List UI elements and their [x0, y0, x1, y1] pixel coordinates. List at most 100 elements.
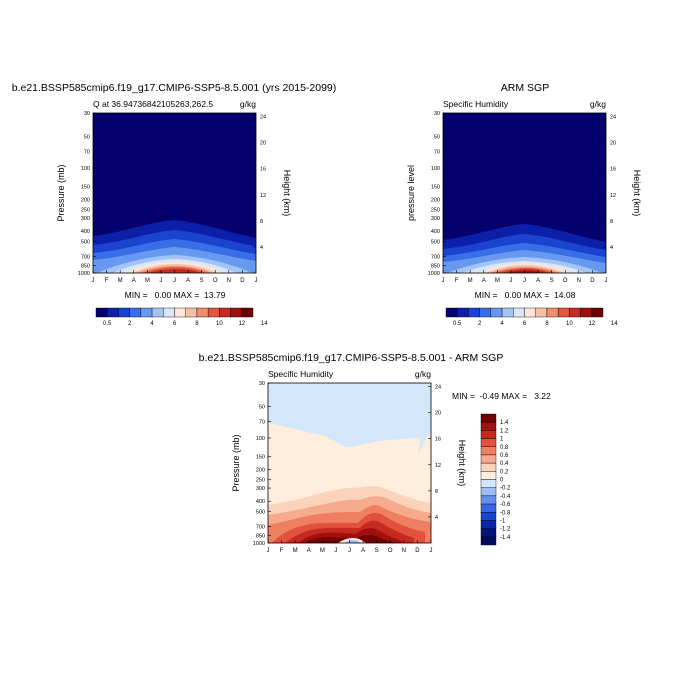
- x-tick-label: F: [105, 278, 109, 284]
- height-tick-label: 16: [610, 167, 616, 173]
- colorbar-swatch: [546, 307, 559, 318]
- x-tick-label: D: [590, 278, 595, 284]
- colorbar-swatch: [480, 528, 497, 538]
- x-tick-label: J: [348, 548, 351, 554]
- colorbar-swatch: [480, 462, 497, 472]
- x-tick-label: J: [430, 548, 433, 554]
- x-tick-label: J: [605, 278, 608, 284]
- y-tick-label: 150: [81, 184, 90, 190]
- x-tick-label: M: [320, 548, 325, 554]
- y-tick-label: 50: [84, 134, 90, 140]
- colorbar-label: 1.2: [500, 428, 509, 434]
- x-tick-label: J: [334, 548, 337, 554]
- y-tick-label: 200: [256, 468, 265, 474]
- x-tick-label: A: [307, 548, 311, 554]
- x-tick-label: J: [267, 548, 270, 554]
- panel-arm-sgp-minmax: MIN = 0.00 MAX = 14.08: [475, 290, 576, 300]
- colorbar-label: 0.5: [453, 321, 462, 327]
- height-tick-label: 16: [435, 437, 441, 443]
- y-tick-label: 300: [81, 216, 90, 222]
- y-tick-label: 700: [431, 255, 440, 261]
- y-tick-label: 1000: [253, 541, 265, 547]
- colorbar-swatch: [490, 307, 503, 318]
- x-tick-label: J: [442, 278, 445, 284]
- height-tick-label: 24: [260, 115, 266, 121]
- y-tick-label: 50: [259, 404, 265, 410]
- height-tick-label: 4: [610, 245, 613, 251]
- colorbar-label: -0.4: [500, 494, 511, 500]
- colorbar-label: 2: [128, 321, 132, 327]
- colorbar-label: 4: [500, 321, 504, 327]
- x-tick-label: N: [227, 278, 231, 284]
- colorbar-swatch: [480, 479, 497, 488]
- x-tick-label: S: [375, 548, 379, 554]
- panel-model-colorbar: 0.5 2 4 6 8 10 12 14: [95, 307, 268, 327]
- colorbar-swatch: [580, 307, 592, 318]
- height-tick-label: 20: [610, 141, 616, 147]
- panel-difference-ylabel: Pressure (mb): [231, 434, 241, 491]
- height-tick-label: 20: [260, 141, 266, 147]
- height-tick-label: 8: [610, 219, 613, 225]
- y-tick-label: 30: [259, 381, 265, 387]
- colorbar-swatch: [557, 307, 570, 318]
- x-tick-label: J: [159, 278, 162, 284]
- panel-arm-sgp-subtitle: Specific Humidity: [443, 99, 509, 109]
- y-tick-label: 250: [256, 478, 265, 484]
- panel-arm-sgp: ARM SGP Specific Humidity g/kg J F M A M J J A S…: [406, 82, 642, 327]
- x-tick-label: M: [495, 278, 500, 284]
- x-tick-label: J: [92, 278, 95, 284]
- colorbar-swatch: [207, 307, 220, 318]
- height-tick-label: 8: [260, 219, 263, 225]
- colorbar-swatch: [219, 307, 231, 318]
- colorbar-swatch: [480, 503, 497, 513]
- colorbar-swatch: [480, 536, 497, 546]
- x-tick-label: N: [402, 548, 406, 554]
- colorbar-swatch: [480, 471, 497, 480]
- colorbar-swatch: [457, 307, 469, 318]
- y-tick-label: 500: [81, 239, 90, 245]
- colorbar-swatch: [535, 307, 548, 318]
- x-tick-label: O: [563, 278, 568, 284]
- height-tick-label: 12: [610, 193, 616, 199]
- colorbar-swatch: [480, 520, 497, 529]
- y-tick-label: 500: [256, 509, 265, 515]
- colorbar-label: 1: [500, 437, 504, 443]
- panel-model-axes: J F M A M J J A S O N D J 30 50 70 100 150 200 250 300 400 500…: [78, 111, 266, 284]
- colorbar-swatch: [480, 430, 497, 439]
- y-tick-label: 400: [431, 229, 440, 235]
- colorbar-swatch: [479, 307, 492, 318]
- panel-arm-sgp-units: g/kg: [590, 99, 606, 109]
- colorbar-swatch: [241, 307, 254, 318]
- contour-band: [344, 540, 361, 543]
- x-tick-label: J: [255, 278, 258, 284]
- colorbar-label: 10: [216, 321, 223, 327]
- y-tick-label: 30: [434, 111, 440, 117]
- colorbar-label: 6: [523, 321, 527, 327]
- x-tick-label: M: [118, 278, 123, 284]
- colorbar-swatch: [185, 307, 198, 318]
- colorbar-label: -0.8: [500, 510, 511, 516]
- colorbar-label: -1.2: [500, 527, 511, 533]
- colorbar-swatch: [230, 307, 242, 318]
- panel-model-ylabel-right: Height (km): [282, 170, 292, 217]
- x-tick-label: M: [293, 548, 298, 554]
- panel-difference-minmax: MIN = -0.49 MAX = 3.22: [452, 391, 551, 401]
- height-tick-label: 8: [435, 489, 438, 495]
- colorbar-swatch: [480, 438, 497, 447]
- panel-arm-sgp-title: ARM SGP: [501, 82, 549, 94]
- x-tick-label: A: [132, 278, 136, 284]
- colorbar-swatch: [480, 495, 497, 505]
- height-tick-label: 4: [435, 515, 438, 521]
- panel-difference-ylabel-right: Height (km): [457, 440, 467, 487]
- panel-difference-units: g/kg: [415, 369, 431, 379]
- panel-difference-axes: J F M A M J J A S O N D J 30 50 70 100 150 200 250 300 400 500…: [253, 381, 441, 554]
- panel-difference-plot: [268, 383, 431, 543]
- panel-model-plot: [93, 113, 256, 273]
- colorbar-swatch: [480, 512, 497, 521]
- colorbar-swatch: [591, 307, 604, 318]
- y-tick-label: 150: [431, 184, 440, 190]
- panel-model-title: b.e21.BSSP585cmip6.f19_g17.CMIP6-SSP5-8.…: [12, 82, 337, 94]
- colorbar-swatch: [480, 421, 497, 431]
- x-tick-label: A: [536, 278, 540, 284]
- panel-model-units: g/kg: [240, 99, 256, 109]
